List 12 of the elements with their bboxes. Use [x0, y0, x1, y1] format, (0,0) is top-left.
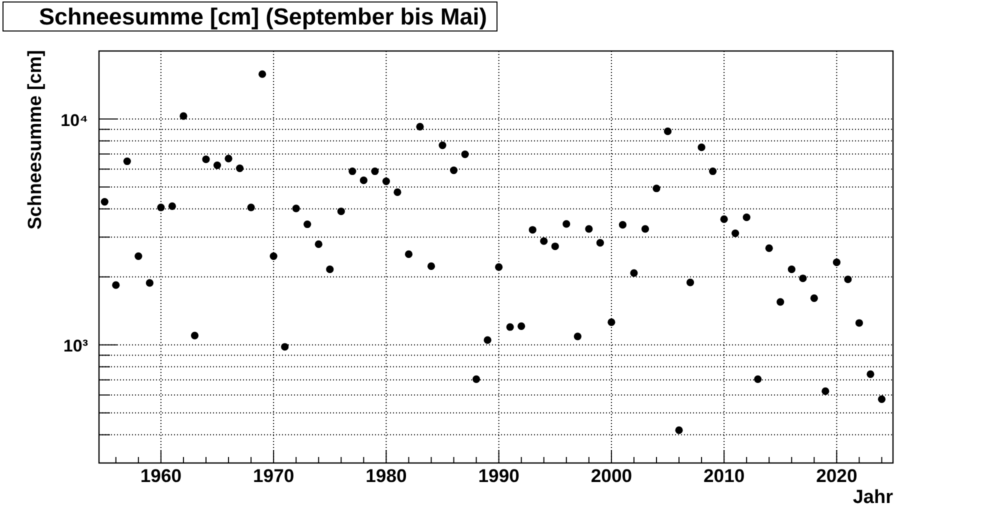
y-tick-label: 10⁴ — [60, 110, 88, 130]
x-tick-label: 2010 — [703, 465, 745, 486]
y-tick-label: 10³ — [63, 336, 88, 356]
x-tick-label: 2000 — [590, 465, 632, 486]
x-tick-label: 1970 — [252, 465, 294, 486]
x-tick-label: 2020 — [816, 465, 858, 486]
chart-title: Schneesumme [cm] (September bis Mai) — [39, 4, 487, 30]
x-axis-title: Jahr — [852, 487, 894, 508]
x-tick-label: 1990 — [478, 465, 520, 486]
x-tick-label: 1980 — [366, 465, 407, 486]
y-axis-title: Schneesumme [cm] — [25, 50, 46, 230]
x-tick-label: 1960 — [140, 465, 182, 486]
